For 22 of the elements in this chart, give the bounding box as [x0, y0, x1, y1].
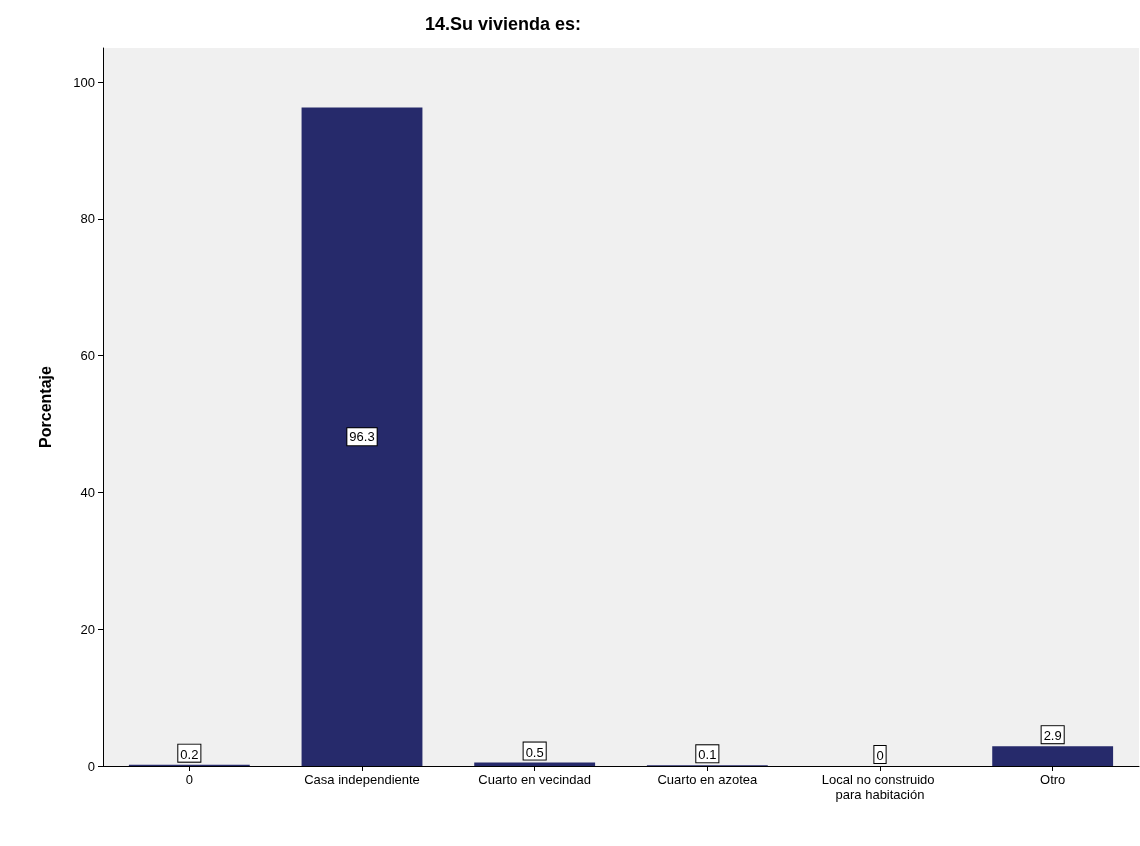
x-tick-label: Local no construido para habitación	[821, 772, 939, 802]
y-tick-label: 80	[80, 211, 95, 227]
bar	[992, 746, 1114, 766]
data-label: 0.1	[698, 747, 717, 763]
y-tick-label: 60	[80, 348, 95, 364]
y-tick-label: 100	[73, 74, 95, 90]
bar	[301, 107, 423, 766]
y-tick-label: 40	[80, 484, 95, 500]
x-tick-label: Otro	[1040, 772, 1066, 787]
x-tick-label: Casa independiente	[304, 772, 420, 787]
x-tick-label: 0	[185, 772, 193, 787]
data-label: 2.9	[1043, 728, 1062, 744]
data-label: 96.3	[349, 429, 375, 445]
data-label: 0.2	[180, 746, 199, 762]
data-label: 0.5	[525, 744, 544, 760]
y-tick-label: 20	[80, 621, 95, 637]
y-tick-label: 0	[87, 758, 95, 774]
x-tick-label: Cuarto en azotea	[657, 772, 758, 787]
data-label: 0	[876, 748, 884, 763]
chart-title: 14.Su vivienda es:	[425, 14, 582, 34]
y-axis-title: Porcentaje	[36, 365, 54, 448]
x-tick-label: Cuarto en vecindad	[478, 772, 592, 787]
